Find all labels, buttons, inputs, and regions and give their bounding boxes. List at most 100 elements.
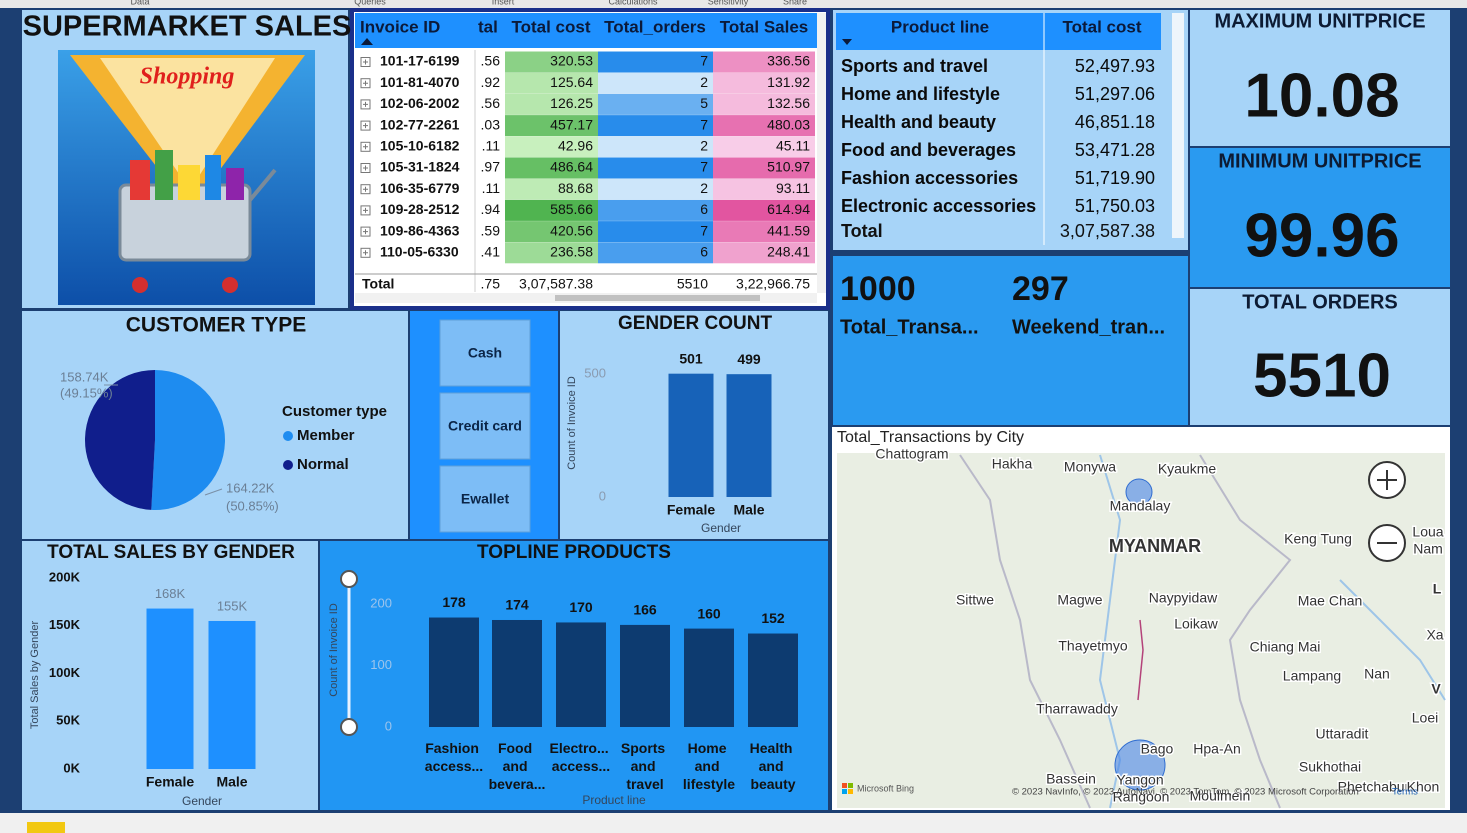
expand-icon[interactable] [360, 247, 371, 258]
table-cell: .56 [481, 53, 501, 69]
table-total-cell: 3,07,587.38 [1060, 221, 1155, 241]
expand-icon[interactable] [363, 250, 368, 256]
image-shape [248, 168, 277, 202]
map-place-label: Loei [1412, 710, 1438, 726]
bing-logo [842, 783, 847, 788]
bar[interactable] [556, 622, 606, 727]
x-axis-title: Product line [582, 793, 646, 807]
table-header-bg [355, 13, 817, 48]
scrollbar[interactable] [817, 13, 826, 293]
cell-background [713, 51, 815, 73]
sort-indicator[interactable] [361, 38, 373, 45]
table-cell: .11 [482, 138, 501, 154]
scroll-thumb[interactable] [555, 295, 760, 301]
range-slider-handle[interactable] [340, 718, 358, 736]
data-label: 166 [633, 602, 657, 618]
expand-icon[interactable] [360, 205, 371, 216]
card-label: MAXIMUM UNITPRICE [1214, 10, 1425, 32]
ribbon-strip [0, 0, 1467, 8]
expand-icon[interactable] [360, 120, 371, 131]
slicer-button-label[interactable]: Credit card [448, 418, 522, 434]
table-cell: 101-17-6199 [380, 53, 460, 69]
expand-icon[interactable] [363, 80, 368, 86]
zoom-in-button[interactable] [1368, 461, 1406, 499]
table-cell: .41 [481, 244, 501, 260]
table-cell: .97 [481, 159, 501, 175]
table-cell: 132.56 [767, 95, 810, 111]
cell-background [713, 136, 815, 158]
pie-slice[interactable] [84, 370, 155, 510]
zoom-in-icon[interactable] [1377, 470, 1397, 490]
expand-icon[interactable] [363, 101, 368, 107]
slicer-button[interactable] [439, 392, 531, 460]
expand-icon[interactable] [363, 59, 368, 65]
card-panel [1190, 289, 1450, 425]
expand-icon[interactable] [360, 57, 371, 67]
x-axis-title: Gender [182, 794, 222, 808]
image-shape [226, 168, 244, 200]
expand-icon[interactable] [363, 165, 368, 171]
map-bubble[interactable] [1114, 739, 1166, 791]
expand-icon[interactable] [360, 163, 371, 173]
bing-logo [842, 789, 847, 794]
table-cell: 102-77-2261 [380, 116, 460, 132]
table-cell: 5 [700, 95, 708, 111]
bar[interactable] [748, 633, 798, 727]
cell-background [598, 178, 713, 200]
expand-icon[interactable] [360, 226, 371, 237]
column-header: Total cost [511, 17, 590, 36]
slicer-button[interactable] [439, 465, 531, 533]
map-place-label: Hakha [992, 456, 1033, 472]
bar[interactable] [208, 620, 256, 769]
expand-icon[interactable] [363, 186, 368, 192]
bar[interactable] [684, 628, 734, 727]
x-tick-label: Fashion access... [425, 740, 483, 774]
slicer-button-label[interactable]: Ewallet [461, 491, 510, 507]
cell-background [505, 115, 598, 137]
map-terms-link[interactable]: Terms [1392, 787, 1418, 798]
x-tick-label: Home and lifestyle [683, 740, 735, 792]
page-tab[interactable] [27, 822, 65, 833]
table-cell: 126.25 [550, 95, 593, 111]
expand-icon[interactable] [363, 144, 368, 150]
range-slider-handle[interactable] [340, 570, 358, 588]
cell-background [505, 157, 598, 179]
map-place-label: Loikaw [1174, 616, 1218, 632]
table-cell: Health and beauty [841, 112, 996, 132]
bar[interactable] [429, 617, 479, 727]
bar[interactable] [668, 373, 714, 497]
expand-icon[interactable] [360, 184, 371, 195]
card-value: 5510 [1253, 341, 1391, 410]
scrollbar[interactable] [1172, 13, 1184, 238]
expand-icon[interactable] [360, 78, 371, 89]
bar[interactable] [492, 619, 542, 727]
bar[interactable] [620, 624, 670, 727]
map-place-label: Xa [1426, 627, 1443, 643]
zoom-out-button[interactable] [1368, 524, 1406, 562]
bar[interactable] [146, 608, 194, 769]
sort-indicator[interactable] [842, 39, 852, 45]
card-label: Weekend_tran... [1012, 316, 1165, 338]
table-cell: .11 [482, 180, 501, 196]
map-place-label: V [1431, 681, 1441, 697]
expand-icon[interactable] [363, 123, 368, 129]
data-label: 168K [155, 586, 186, 601]
bar[interactable] [726, 374, 772, 497]
map-bubble[interactable] [1125, 478, 1153, 506]
expand-icon[interactable] [363, 229, 368, 235]
table-cell: 510.97 [767, 159, 810, 175]
expand-icon[interactable] [360, 99, 371, 110]
y-tick-label: 200 [370, 595, 392, 610]
slicer-button-label[interactable]: Cash [468, 345, 502, 361]
slicer-button[interactable] [439, 319, 531, 387]
map-place-label: L [1433, 581, 1442, 597]
expand-icon[interactable] [363, 207, 368, 213]
map-copyright: © 2023 NavInfo, © 2023 AutoNavi, © 2023 … [1012, 787, 1359, 798]
expand-icon[interactable] [360, 141, 371, 152]
x-tick-label: Female [667, 502, 715, 518]
image-shape [205, 155, 221, 200]
pie-slice[interactable] [151, 370, 225, 510]
table-cell: 248.41 [767, 244, 810, 260]
data-label: (50.85%) [226, 498, 279, 513]
